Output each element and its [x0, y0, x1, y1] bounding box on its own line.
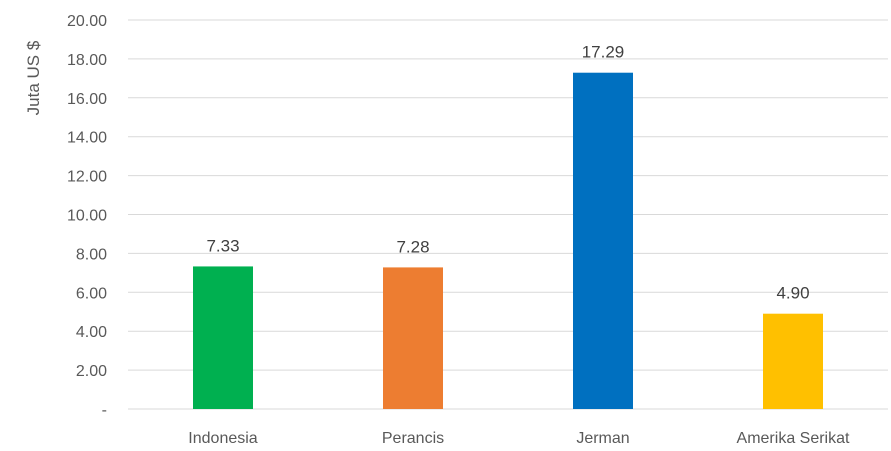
bar — [573, 72, 633, 409]
bar — [193, 266, 253, 409]
y-tick-label: 12.00 — [67, 169, 107, 186]
y-axis-tick-labels: - 2.00 4.00 6.00 8.00 10.00 12.00 14.00 16.00 18.… — [67, 13, 107, 419]
y-tick-label: 16.00 — [67, 91, 107, 108]
data-label: 7.28 — [396, 237, 429, 256]
bar — [763, 313, 823, 409]
y-axis-title: Juta US $ — [24, 40, 43, 115]
category-label: Jerman — [576, 430, 629, 447]
y-tick-label: 8.00 — [76, 246, 107, 263]
bars — [193, 72, 823, 409]
y-tick-label: 4.00 — [76, 324, 107, 341]
y-tick-label: 20.00 — [67, 13, 107, 30]
category-label: Perancis — [382, 430, 444, 447]
category-label: Amerika Serikat — [737, 430, 850, 447]
data-label: 7.33 — [206, 236, 239, 255]
y-tick-label: 2.00 — [76, 363, 107, 380]
y-tick-label: 10.00 — [67, 208, 107, 225]
data-labels: 7.33 7.28 17.29 4.90 — [206, 43, 809, 303]
y-tick-label: 18.00 — [67, 52, 107, 69]
bar — [383, 267, 443, 409]
category-label: Indonesia — [188, 430, 257, 447]
y-tick-label: 14.00 — [67, 130, 107, 147]
data-label: 4.90 — [776, 284, 809, 303]
y-tick-label: - — [102, 402, 107, 419]
data-label: 17.29 — [582, 43, 625, 62]
gridlines — [128, 19, 888, 410]
category-labels: Indonesia Perancis Jerman Amerika Serikat — [188, 430, 850, 447]
y-tick-label: 6.00 — [76, 285, 107, 302]
